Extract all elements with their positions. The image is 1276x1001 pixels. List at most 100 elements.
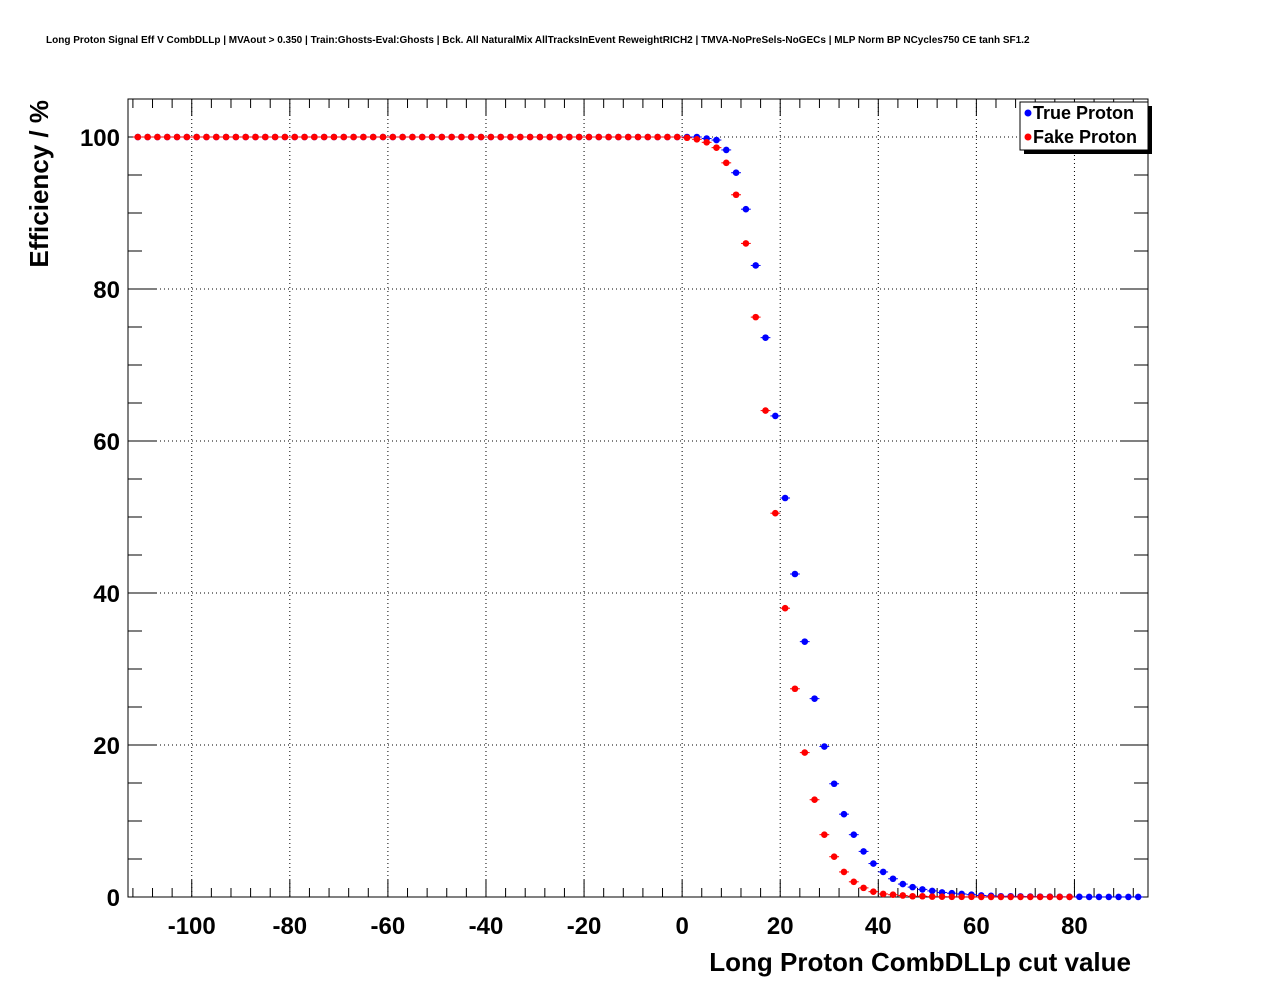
y-tick-labels: 0 20 40 60 80 100	[80, 125, 120, 912]
data-point	[840, 868, 848, 876]
data-point	[595, 133, 603, 141]
y-axis-label: Efficiency / %	[24, 100, 54, 268]
data-point	[203, 133, 210, 141]
data-point	[968, 893, 975, 901]
data-point	[526, 133, 534, 141]
y-tick-label: 0	[107, 885, 120, 912]
data-point	[1036, 893, 1044, 901]
data-point	[507, 133, 514, 141]
legend-entry-fake-proton: Fake Proton	[1033, 127, 1137, 147]
data-point	[948, 893, 956, 901]
data-point	[311, 133, 318, 141]
data-point	[458, 133, 465, 141]
data-point	[615, 133, 622, 141]
data-point	[409, 133, 416, 141]
data-point	[732, 169, 740, 177]
data-point	[1056, 893, 1064, 901]
data-point	[664, 133, 671, 141]
data-point	[713, 144, 720, 151]
data-point	[850, 878, 858, 886]
data-point	[624, 133, 632, 141]
data-point	[752, 313, 759, 321]
series-true-proton	[132, 133, 1144, 901]
data-point	[262, 133, 269, 141]
data-point	[1027, 893, 1034, 901]
data-point	[154, 133, 161, 141]
x-tick-label: 60	[963, 913, 990, 940]
data-point	[742, 205, 750, 213]
data-point	[193, 133, 200, 141]
data-point	[722, 146, 730, 154]
data-point	[212, 133, 220, 141]
x-axis-label: Long Proton CombDLLp cut value	[709, 947, 1131, 977]
x-tick-label: -100	[168, 913, 216, 940]
data-point	[879, 868, 887, 876]
data-point	[909, 892, 916, 900]
y-tick-label: 60	[93, 429, 120, 456]
x-tick-label: -80	[272, 913, 307, 940]
data-point	[575, 133, 583, 141]
data-point	[938, 893, 946, 900]
data-point	[821, 743, 828, 750]
data-point	[144, 133, 151, 141]
data-point	[350, 133, 357, 141]
data-point	[605, 133, 612, 141]
x-tick-label: 40	[865, 913, 892, 940]
x-tick-label: -60	[371, 913, 406, 940]
data-point	[870, 860, 877, 867]
data-point	[340, 133, 348, 141]
grid	[128, 99, 1148, 897]
data-point	[879, 890, 887, 898]
data-point	[899, 892, 907, 899]
data-point	[1105, 893, 1113, 901]
data-point	[271, 133, 279, 141]
data-point	[977, 893, 985, 901]
data-point	[673, 133, 681, 141]
x-tick-label: 80	[1061, 913, 1088, 940]
data-point	[958, 893, 965, 901]
data-point	[840, 810, 848, 818]
data-point	[860, 848, 867, 855]
data-point	[566, 133, 573, 141]
data-point	[1085, 893, 1093, 901]
data-point	[163, 133, 171, 141]
data-point	[693, 135, 701, 143]
x-tick-label: 20	[767, 913, 794, 940]
data-point	[634, 133, 642, 141]
data-point	[252, 133, 259, 141]
data-point	[919, 886, 926, 893]
data-point	[330, 133, 338, 141]
data-point	[134, 133, 142, 141]
data-points	[132, 133, 1144, 901]
data-point	[683, 134, 691, 142]
x-tick-labels: -100 -80 -60 -40 -20 0 20 40 60 80	[168, 913, 1088, 940]
plot-frame	[127, 98, 1149, 898]
data-point	[801, 749, 809, 756]
data-point	[1076, 893, 1083, 901]
data-point	[320, 133, 328, 141]
data-point	[889, 875, 897, 883]
data-point	[909, 883, 916, 891]
data-point	[418, 133, 426, 141]
y-tick-label: 40	[93, 581, 120, 608]
data-point	[1046, 893, 1054, 901]
data-point	[301, 133, 308, 141]
data-point	[242, 133, 249, 141]
data-point	[870, 888, 877, 895]
y-tick-label: 100	[80, 125, 120, 152]
data-point	[585, 133, 593, 141]
chart-title: Long Proton Signal Eff V CombDLLp | MVAo…	[46, 35, 1030, 46]
data-point	[487, 133, 495, 141]
data-point	[919, 892, 926, 900]
data-point	[928, 893, 936, 900]
data-point	[1095, 893, 1103, 901]
data-point	[546, 133, 554, 141]
data-point	[428, 133, 436, 141]
data-point	[899, 880, 907, 888]
legend-box	[1019, 101, 1149, 151]
data-point	[889, 891, 897, 899]
data-point	[821, 831, 828, 838]
data-point	[742, 240, 750, 247]
